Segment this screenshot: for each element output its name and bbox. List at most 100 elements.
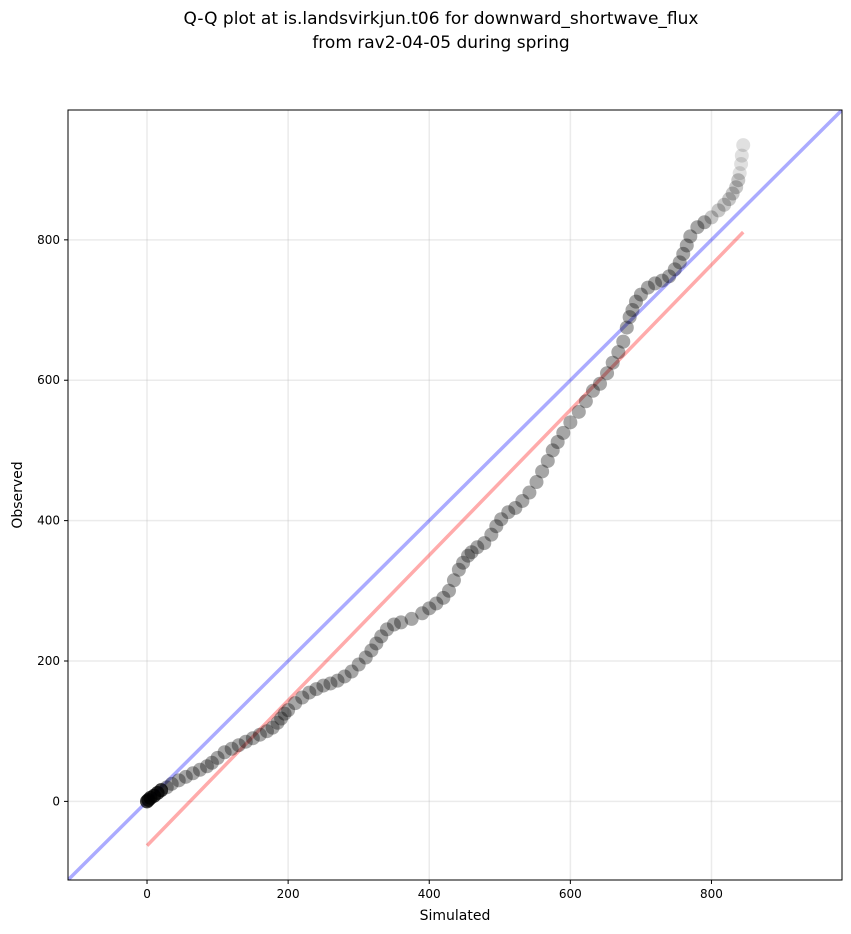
quantile-point bbox=[344, 664, 359, 679]
quantile-point bbox=[494, 512, 509, 527]
quantile-point bbox=[245, 731, 260, 746]
y-tick-label: 0 bbox=[52, 794, 60, 808]
quantile-point bbox=[690, 220, 705, 235]
quantile-point bbox=[288, 696, 303, 711]
quantile-point bbox=[270, 715, 285, 730]
quantile-point bbox=[154, 783, 169, 798]
quantile-point bbox=[274, 711, 289, 726]
quantile-point bbox=[192, 762, 207, 777]
quantile-point bbox=[611, 345, 626, 360]
quantile-point bbox=[628, 294, 643, 309]
quantile-point bbox=[522, 485, 537, 500]
quantile-point bbox=[451, 562, 466, 577]
quantile-point bbox=[616, 334, 631, 349]
y-tick-label: 800 bbox=[37, 233, 60, 247]
quantile-point bbox=[185, 766, 200, 781]
x-tick-label: 600 bbox=[559, 887, 582, 901]
quantile-point bbox=[625, 303, 640, 318]
quantile-point bbox=[640, 280, 655, 295]
quantile-point bbox=[178, 769, 193, 784]
quantile-point bbox=[535, 464, 550, 479]
quantile-point bbox=[729, 180, 744, 195]
quantile-point bbox=[633, 287, 648, 302]
quantile-point bbox=[295, 690, 310, 705]
quantile-point bbox=[571, 404, 586, 419]
quantile-point bbox=[386, 617, 401, 632]
quantile-point bbox=[592, 376, 607, 391]
quantile-point bbox=[734, 148, 749, 163]
x-axis-label: Simulated bbox=[420, 908, 491, 924]
quantile-point bbox=[662, 269, 677, 284]
chart-title: Q-Q plot at is.landsvirkjun.t06 for down… bbox=[184, 9, 699, 29]
quantile-point bbox=[585, 383, 600, 398]
quantile-point bbox=[605, 355, 620, 370]
quantile-point bbox=[281, 703, 296, 718]
x-tick-label: 400 bbox=[418, 887, 441, 901]
x-tick-label: 0 bbox=[143, 887, 151, 901]
quantile-point bbox=[422, 601, 437, 616]
quantile-point bbox=[655, 273, 670, 288]
quantile-point bbox=[484, 527, 499, 542]
x-axis-ticks: 0 200 400 600 800 bbox=[143, 880, 723, 901]
quantile-point bbox=[676, 246, 691, 261]
x-tick-label: 800 bbox=[700, 887, 723, 901]
quantile-point bbox=[238, 734, 253, 749]
quantile-point bbox=[429, 596, 444, 611]
quantile-point bbox=[164, 776, 179, 791]
quantile-point bbox=[259, 724, 274, 739]
quantile-point bbox=[199, 759, 214, 774]
quantile-point bbox=[529, 475, 544, 490]
quantile-point bbox=[501, 505, 516, 520]
y-axis-ticks: 0 200 400 600 800 bbox=[37, 233, 68, 808]
quantile-point bbox=[210, 750, 225, 765]
plot-frame bbox=[67, 109, 843, 881]
quantile-point bbox=[731, 173, 746, 188]
quantile-point bbox=[316, 678, 331, 693]
quantile-point bbox=[736, 138, 751, 153]
quantile-point bbox=[436, 590, 451, 605]
quantile-point bbox=[679, 238, 694, 253]
quantile-point bbox=[302, 685, 317, 700]
quantile-point bbox=[722, 192, 737, 207]
x-tick-label: 200 bbox=[277, 887, 300, 901]
y-tick-label: 600 bbox=[37, 373, 60, 387]
quantile-point bbox=[697, 215, 712, 230]
quantile-point bbox=[217, 745, 232, 760]
quantile-point bbox=[622, 310, 637, 325]
quantile-point bbox=[578, 394, 593, 409]
quantile-point bbox=[404, 611, 419, 626]
quantile-point bbox=[600, 366, 615, 381]
fit-line bbox=[145, 230, 745, 847]
quantile-point bbox=[540, 453, 555, 468]
quantile-point bbox=[461, 548, 476, 563]
y-tick-label: 200 bbox=[37, 654, 60, 668]
quantile-point bbox=[515, 493, 530, 508]
quantile-point bbox=[734, 157, 749, 172]
quantile-point bbox=[711, 203, 726, 218]
quantile-point bbox=[508, 500, 523, 515]
quantile-point bbox=[477, 536, 492, 551]
quantile-point bbox=[648, 276, 663, 291]
quantile-point bbox=[323, 676, 338, 691]
quantile-point bbox=[683, 229, 698, 244]
quantile-point bbox=[364, 643, 379, 658]
quantile-point bbox=[369, 636, 384, 651]
chart-subtitle: from rav2-04-05 during spring bbox=[312, 33, 569, 53]
quantile-point bbox=[667, 262, 682, 277]
quantile-point bbox=[379, 622, 394, 637]
quantile-point bbox=[456, 555, 471, 570]
quantile-point bbox=[545, 443, 560, 458]
quantile-point bbox=[337, 669, 352, 684]
quantile-point bbox=[446, 573, 461, 588]
y-tick-label: 400 bbox=[37, 514, 60, 528]
quantile-point bbox=[171, 773, 186, 788]
quantile-point bbox=[732, 166, 747, 181]
quantile-point bbox=[464, 545, 479, 560]
quantile-points bbox=[140, 138, 751, 809]
quantile-point bbox=[470, 540, 485, 555]
quantile-point bbox=[442, 583, 457, 598]
quantile-point bbox=[330, 673, 345, 688]
quantile-point bbox=[231, 738, 246, 753]
quantile-point bbox=[224, 741, 239, 756]
